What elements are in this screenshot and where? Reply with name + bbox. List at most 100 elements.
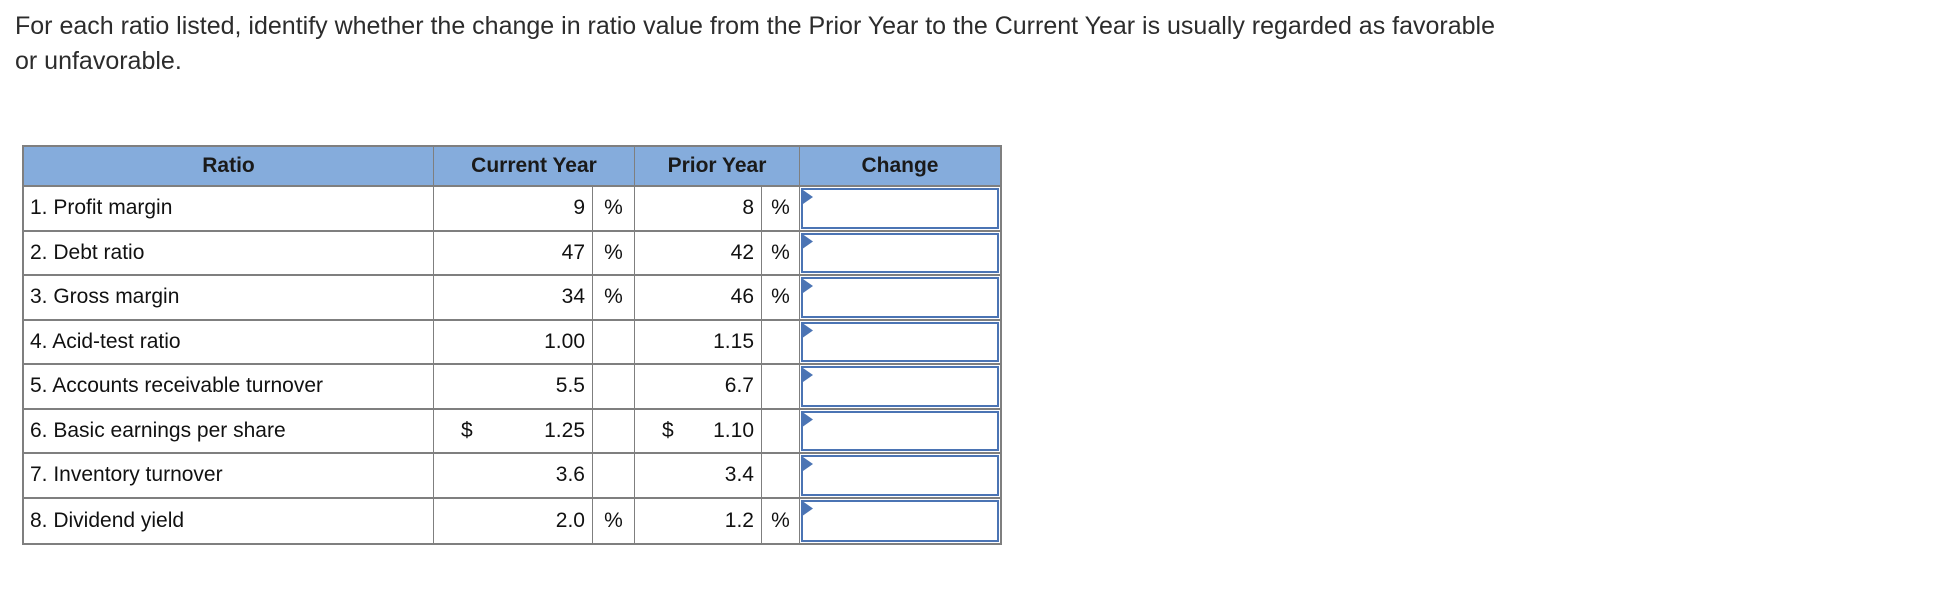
ratio-label: 7. Inventory turnover bbox=[24, 454, 434, 499]
answer-flag-icon bbox=[803, 501, 813, 516]
prior-year-value: 6.7 bbox=[724, 374, 754, 398]
prior-year-unit bbox=[762, 409, 800, 454]
current-year-value: 2.0 bbox=[555, 508, 585, 532]
prior-year-unit: % bbox=[762, 498, 800, 543]
table-header-row: Ratio Current Year Prior Year Change bbox=[24, 147, 1000, 187]
ratio-label: 2. Debt ratio bbox=[24, 231, 434, 276]
current-year-unit bbox=[593, 365, 635, 410]
ratio-label: 4. Acid-test ratio bbox=[24, 320, 434, 365]
current-year-value-cell: $ 1.25 bbox=[434, 409, 593, 454]
prior-year-unit: % bbox=[762, 276, 800, 321]
prior-year-value-cell: 1.2 bbox=[635, 498, 762, 543]
question-text: For each ratio listed, identify whether … bbox=[15, 9, 1495, 79]
answer-flag-icon bbox=[803, 190, 813, 204]
column-header-prior-year: Prior Year bbox=[635, 147, 800, 187]
prior-year-value-cell: 42 bbox=[635, 231, 762, 276]
change-cell bbox=[800, 365, 1000, 410]
change-cell bbox=[800, 409, 1000, 454]
current-year-value-cell: 2.0 bbox=[434, 498, 593, 543]
prior-year-unit bbox=[762, 454, 800, 499]
current-year-unit: % bbox=[593, 187, 635, 232]
ratio-label: 5. Accounts receivable turnover bbox=[24, 365, 434, 410]
table-row: 2. Debt ratio 47 % 42 % bbox=[24, 231, 1000, 276]
current-year-value: 5.5 bbox=[555, 374, 585, 398]
answer-flag-icon bbox=[803, 412, 813, 427]
change-cell bbox=[800, 276, 1000, 321]
change-answer-value bbox=[803, 457, 997, 494]
prior-year-value: 42 bbox=[730, 240, 754, 264]
prior-year-value-cell: 1.15 bbox=[635, 320, 762, 365]
ratio-table: Ratio Current Year Prior Year Change 1. … bbox=[22, 145, 1002, 545]
answer-flag-icon bbox=[803, 279, 813, 293]
change-answer-cell[interactable] bbox=[801, 410, 999, 451]
prior-year-value-cell: 3.4 bbox=[635, 454, 762, 499]
current-year-unit bbox=[593, 409, 635, 454]
current-year-value: 34 bbox=[561, 285, 585, 309]
change-answer-value bbox=[803, 413, 997, 450]
change-answer-value bbox=[803, 279, 997, 316]
current-year-value-cell: 34 bbox=[434, 276, 593, 321]
table-row: 8. Dividend yield 2.0 % 1.2 % bbox=[24, 498, 1000, 543]
answer-flag-icon bbox=[803, 323, 813, 338]
change-cell bbox=[800, 231, 1000, 276]
current-year-value: 9 bbox=[573, 196, 585, 220]
question-line-1: For each ratio listed, identify whether … bbox=[15, 12, 1496, 40]
ratio-label: 6. Basic earnings per share bbox=[24, 409, 434, 454]
prior-year-unit bbox=[762, 365, 800, 410]
prior-year-unit: % bbox=[762, 187, 800, 232]
column-header-change: Change bbox=[800, 147, 1000, 187]
current-year-value-cell: 1.00 bbox=[434, 320, 593, 365]
change-answer-cell[interactable] bbox=[801, 277, 999, 318]
current-year-unit: % bbox=[593, 498, 635, 543]
prior-year-value: 1.10 bbox=[713, 418, 754, 442]
prior-year-unit: % bbox=[762, 231, 800, 276]
current-year-value-cell: 9 bbox=[434, 187, 593, 232]
current-year-unit bbox=[593, 320, 635, 365]
answer-flag-icon bbox=[803, 457, 813, 471]
ratio-label: 3. Gross margin bbox=[24, 276, 434, 321]
change-answer-cell[interactable] bbox=[801, 232, 999, 273]
current-year-value: 1.25 bbox=[544, 418, 585, 442]
current-year-value: 1.00 bbox=[544, 329, 585, 353]
change-answer-value bbox=[803, 368, 997, 405]
answer-flag-icon bbox=[803, 368, 813, 382]
prior-year-value-cell: 8 bbox=[635, 187, 762, 232]
current-year-value-cell: 5.5 bbox=[434, 365, 593, 410]
ratio-label: 8. Dividend yield bbox=[24, 498, 434, 543]
change-cell bbox=[800, 187, 1000, 232]
current-year-value-cell: 47 bbox=[434, 231, 593, 276]
change-answer-cell[interactable] bbox=[801, 188, 999, 229]
current-year-value: 47 bbox=[561, 240, 585, 264]
change-answer-cell[interactable] bbox=[801, 455, 999, 496]
table-row: 7. Inventory turnover 3.6 3.4 bbox=[24, 454, 1000, 499]
prior-year-value: 8 bbox=[742, 196, 754, 220]
change-cell bbox=[800, 454, 1000, 499]
answer-flag-icon bbox=[803, 234, 813, 249]
change-answer-value bbox=[803, 502, 997, 541]
change-answer-cell[interactable] bbox=[801, 499, 999, 542]
change-answer-value bbox=[803, 324, 997, 361]
prior-year-value-cell: 46 bbox=[635, 276, 762, 321]
table-row: 6. Basic earnings per share $ 1.25 $ 1.1… bbox=[24, 409, 1000, 454]
prior-year-value-cell: 6.7 bbox=[635, 365, 762, 410]
current-year-currency-symbol: $ bbox=[461, 418, 473, 442]
table-body: 1. Profit margin 9 % 8 % 2. Debt ratio 4… bbox=[24, 187, 1000, 543]
column-header-ratio: Ratio bbox=[24, 147, 434, 187]
change-answer-cell[interactable] bbox=[801, 366, 999, 407]
question-line-2: or unfavorable. bbox=[15, 47, 182, 75]
change-answer-value bbox=[803, 190, 997, 227]
table-row: 5. Accounts receivable turnover 5.5 6.7 bbox=[24, 365, 1000, 410]
table-row: 1. Profit margin 9 % 8 % bbox=[24, 187, 1000, 232]
prior-year-unit bbox=[762, 320, 800, 365]
change-cell bbox=[800, 498, 1000, 543]
prior-year-value-cell: $ 1.10 bbox=[635, 409, 762, 454]
prior-year-value: 1.15 bbox=[713, 329, 754, 353]
prior-year-value: 46 bbox=[730, 285, 754, 309]
prior-year-currency-symbol: $ bbox=[662, 418, 674, 442]
current-year-value-cell: 3.6 bbox=[434, 454, 593, 499]
current-year-unit bbox=[593, 454, 635, 499]
current-year-unit: % bbox=[593, 231, 635, 276]
change-answer-value bbox=[803, 235, 997, 272]
change-answer-cell[interactable] bbox=[801, 321, 999, 362]
table-row: 3. Gross margin 34 % 46 % bbox=[24, 276, 1000, 321]
